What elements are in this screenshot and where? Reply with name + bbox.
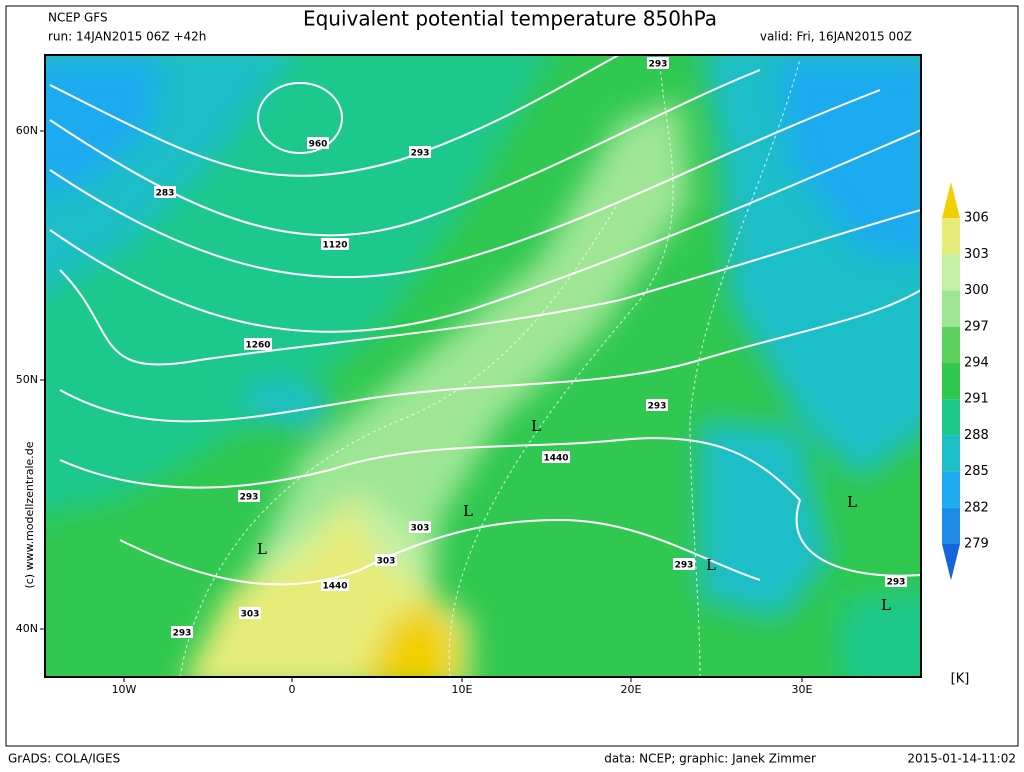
- low-marker: L: [847, 493, 857, 511]
- lat-label: 60N: [16, 124, 38, 137]
- colorbar: 306 303 300 297 294 291 288 285 282 279: [942, 182, 989, 581]
- colorbar-label: 288: [964, 428, 989, 443]
- colorbar-label: 306: [964, 211, 989, 226]
- contour-label-bg: [321, 579, 349, 591]
- model-name: NCEP GFS: [48, 11, 108, 25]
- lon-label: 0: [289, 683, 296, 696]
- lon-label: 10E: [452, 683, 473, 696]
- low-marker: L: [531, 417, 541, 435]
- valid-info: valid: Fri, 16JAN2015 00Z: [760, 30, 912, 44]
- contour-label: 293: [173, 629, 192, 639]
- colorbar-segment: [942, 218, 960, 255]
- low-marker: L: [881, 596, 891, 614]
- theta-contours: [179, 55, 801, 677]
- low-marker: L: [706, 556, 716, 574]
- colorbar-label: 285: [964, 464, 989, 479]
- contour-label-bg: [885, 575, 907, 587]
- contour-label: 293: [411, 149, 430, 159]
- contour-label-bg: [239, 607, 261, 619]
- contour-label-bg: [375, 554, 397, 566]
- contour-label: 303: [377, 557, 396, 567]
- run-info: run: 14JAN2015 06Z +42h: [48, 30, 206, 44]
- contour-label-bg: [646, 399, 668, 411]
- contour-label: 293: [648, 402, 667, 412]
- contour-label-bg: [307, 137, 329, 149]
- timestamp: 2015-01-14-11:02: [907, 752, 1016, 766]
- contour-label-bg: [238, 490, 260, 502]
- colorbar-label: 279: [964, 537, 989, 552]
- colorbar-segment: [942, 326, 960, 363]
- colorbar-label: 291: [964, 392, 989, 407]
- colorbar-segment: [942, 471, 960, 508]
- contour-label: 293: [240, 493, 259, 503]
- contour-label-bg: [244, 338, 272, 350]
- software: GrADS: COLA/IGES: [8, 752, 120, 766]
- contour-label-bg: [321, 238, 349, 250]
- contour-label: 1440: [322, 582, 347, 592]
- contour-label-bg: [647, 57, 669, 69]
- lon-label: 30E: [792, 683, 813, 696]
- map-labels: 10W 0 10E 20E 30E 60N 50N 40N 960 1120 1260 1440 144…: [16, 57, 907, 696]
- colorbar-segment: [942, 290, 960, 327]
- colorbar-segment: [942, 507, 960, 544]
- colorbar-segment: [942, 254, 960, 291]
- low-marker: L: [257, 540, 267, 558]
- contour-label: 303: [241, 610, 260, 620]
- map-title: Equivalent potential temperature 850hPa: [303, 7, 717, 31]
- contour-label-bg: [154, 186, 176, 198]
- colorbar-label: 294: [964, 356, 989, 371]
- map-frame: [44, 54, 922, 678]
- colorbar-segment: [942, 435, 960, 472]
- contour-label-bg: [542, 451, 570, 463]
- contour-label: 303: [411, 524, 430, 534]
- map-field: [45, 55, 921, 677]
- colorbar-label: 303: [964, 247, 989, 262]
- low-marker: L: [463, 502, 473, 520]
- lat-label: 40N: [16, 622, 38, 635]
- contour-label: 1120: [322, 241, 347, 251]
- contour-label: 293: [887, 578, 906, 588]
- contour-label: 1440: [543, 454, 568, 464]
- page-frame: [5, 5, 1019, 747]
- credit: (c) www.modellzentrale.de: [23, 441, 36, 588]
- contour-label-bg: [673, 558, 695, 570]
- contour-label-bg: [409, 146, 431, 158]
- lon-label: 10W: [112, 683, 137, 696]
- colorbar-arrow-top: [942, 182, 960, 219]
- colorbar-label: 297: [964, 319, 989, 334]
- colorbar-label: 300: [964, 283, 989, 298]
- colorbar-segment: [942, 363, 960, 400]
- colorbar-label: 282: [964, 500, 989, 515]
- contour-label: 1260: [245, 341, 270, 351]
- contour-label-bg: [409, 521, 431, 533]
- contour-label-bg: [171, 626, 193, 638]
- unit-label: [K]: [951, 672, 970, 687]
- colorbar-arrow-bottom: [942, 544, 960, 581]
- lat-label: 50N: [16, 373, 38, 386]
- source: data: NCEP; graphic: Janek Zimmer: [604, 752, 816, 766]
- contour-label: 283: [156, 189, 175, 199]
- contour-label: 293: [675, 561, 694, 571]
- lon-label: 20E: [621, 683, 642, 696]
- colorbar-segment: [942, 399, 960, 436]
- contour-label: 293: [649, 60, 668, 70]
- contour-label: 960: [309, 140, 328, 150]
